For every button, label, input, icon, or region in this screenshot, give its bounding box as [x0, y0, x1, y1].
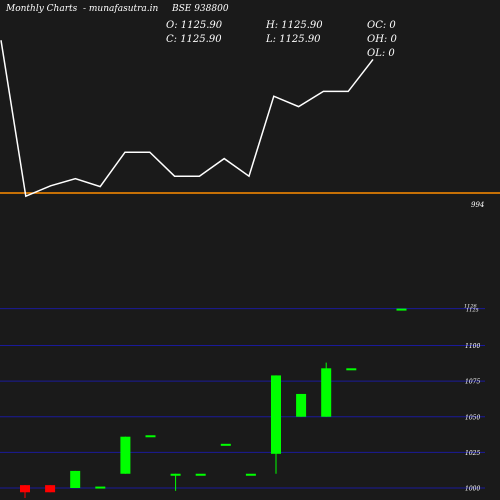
price-line	[0, 40, 374, 198]
candle-body	[120, 436, 131, 474]
candle-body	[271, 375, 281, 454]
y-tick-label: 1000	[465, 486, 480, 493]
y-tick-label: 1126	[464, 304, 478, 310]
symbol-label: BSE 938800	[172, 4, 229, 14]
chart-brand: Monthly Charts	[6, 4, 78, 14]
candle-body	[396, 308, 407, 311]
high-value: H: 1125.90	[266, 20, 323, 31]
candle-body	[45, 485, 56, 493]
site-name: - munafasutra.in	[83, 4, 159, 14]
candle-body	[70, 470, 81, 488]
close-value: C: 1125.90	[166, 34, 222, 45]
candle-body	[195, 473, 206, 476]
y-tick-label: 1125	[466, 308, 479, 314]
candle-body	[296, 393, 307, 417]
candle-body	[245, 473, 256, 476]
low-value: L: 1125.90	[266, 34, 321, 45]
ol-value: OL: 0	[367, 48, 395, 59]
candle-body	[321, 368, 332, 417]
y-tick-label: 1050	[465, 414, 480, 421]
candle-body	[145, 435, 156, 438]
y-tick-label: 1075	[465, 379, 480, 386]
open-value: O: 1125.90	[166, 20, 223, 31]
y-tick-label: 1100	[465, 343, 480, 350]
candle-body	[220, 443, 231, 446]
oh-value: OH: 0	[367, 34, 397, 45]
candle-body	[20, 485, 30, 493]
y-tick-label: 1025	[465, 450, 480, 457]
reference-label: 994	[471, 201, 484, 209]
candle-body	[95, 486, 106, 489]
candle-body	[170, 473, 181, 476]
candle-body	[346, 368, 357, 371]
oc-value: OC: 0	[367, 20, 396, 31]
